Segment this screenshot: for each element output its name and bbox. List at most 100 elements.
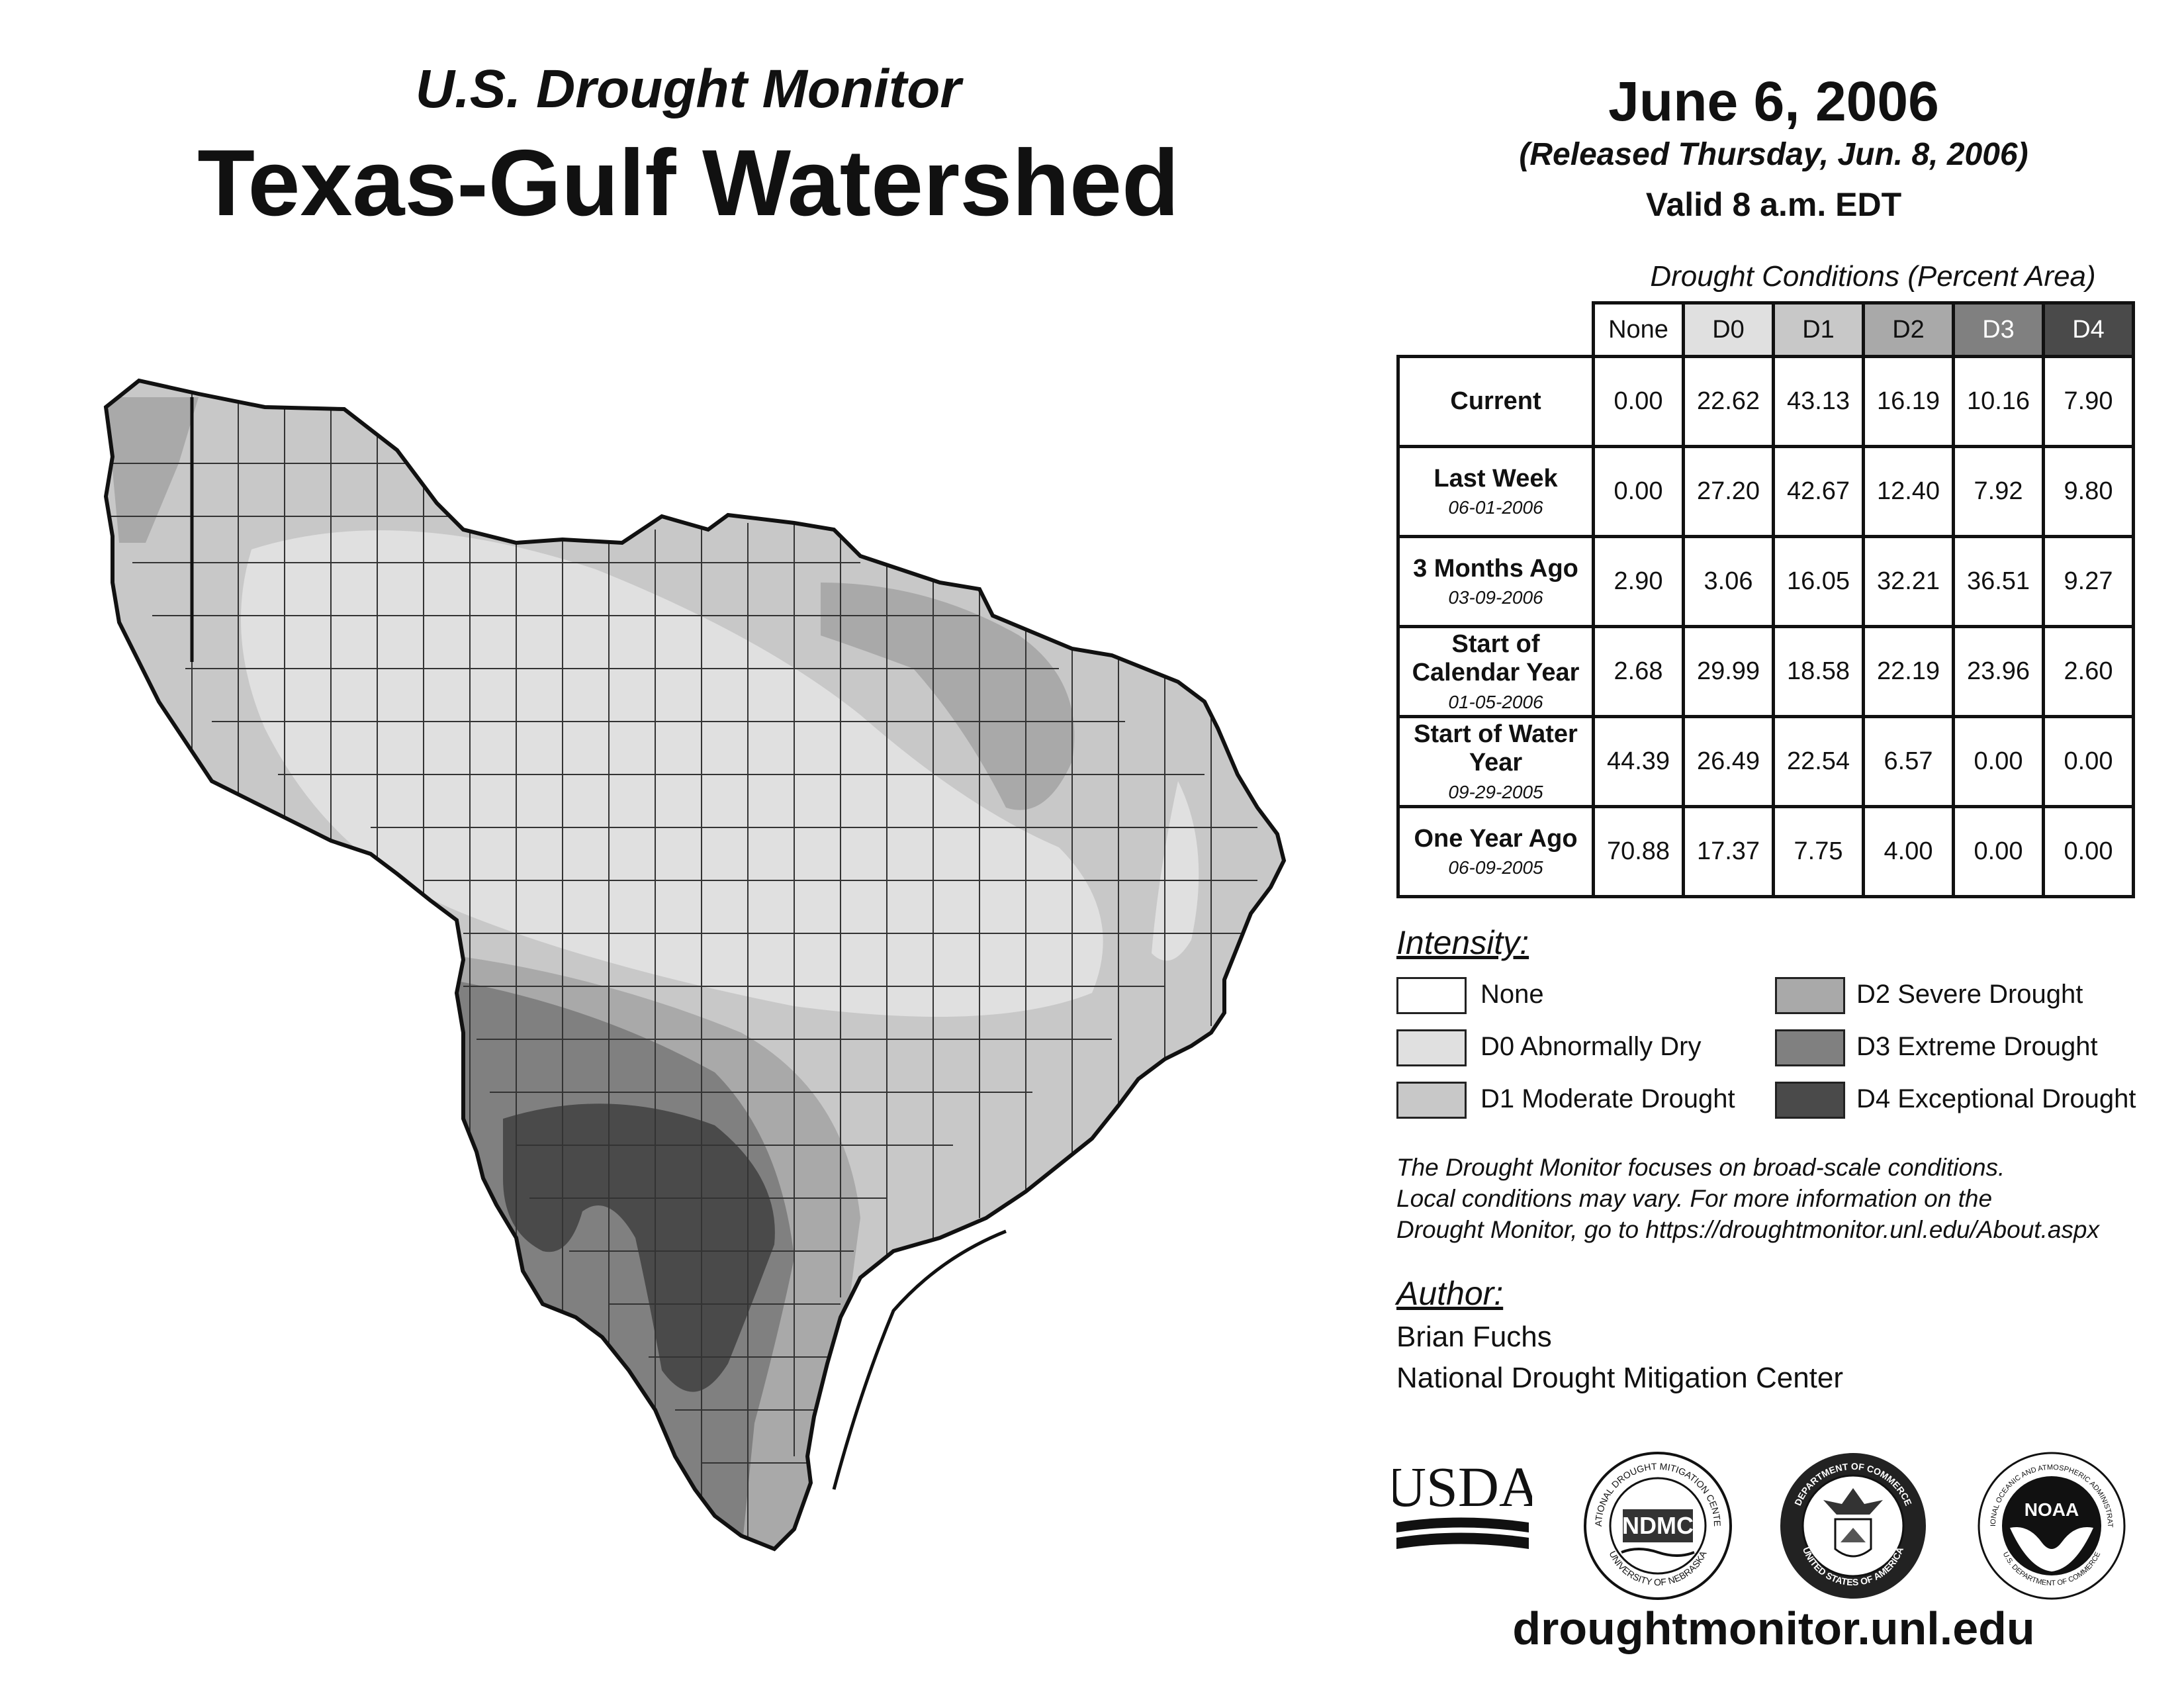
- table-cell: 0.00: [1592, 355, 1685, 448]
- table-title: Drought Conditions (Percent Area): [1650, 260, 2096, 293]
- author-organization: National Drought Mitigation Center: [1396, 1362, 1844, 1394]
- row-label: Current: [1396, 355, 1595, 448]
- eagle-icon: [1823, 1488, 1883, 1515]
- table-cell: 36.51: [1952, 535, 2045, 628]
- usda-stripe: [1396, 1532, 1529, 1549]
- ndmc-badge: [1623, 1509, 1693, 1542]
- usda-stripe: [1396, 1517, 1529, 1532]
- table-cell: 16.05: [1772, 535, 1865, 628]
- table-row: Start of Water Year 09-29-2005 44.39 26.4…: [1396, 715, 2135, 808]
- table-cell: 7.92: [1952, 445, 2045, 538]
- table-cell: 70.88: [1592, 805, 1685, 898]
- table-row: Last Week 06-01-2006 0.00 27.20 42.67 12.…: [1396, 445, 2135, 538]
- table-cell: 2.60: [2042, 625, 2135, 718]
- ndmc-logo-text: NDMC: [1622, 1512, 1694, 1539]
- website-link[interactable]: droughtmonitor.unl.edu: [1512, 1603, 2035, 1654]
- noaa-bird-icon: [2010, 1526, 2093, 1571]
- legend-swatch-none: [1396, 977, 1467, 1014]
- disclaimer-line: The Drought Monitor focuses on broad-sca…: [1396, 1154, 2005, 1181]
- legend-swatch-d0: [1396, 1029, 1467, 1066]
- table-cell: 27.20: [1682, 445, 1775, 538]
- table-cell: 4.00: [1862, 805, 1955, 898]
- column-header-d1: D1: [1772, 301, 1865, 358]
- table-cell: 0.00: [1952, 805, 2045, 898]
- row-label: Start of Calendar Year 01-05-2006: [1396, 625, 1595, 718]
- row-label: Last Week 06-01-2006: [1396, 445, 1595, 538]
- table-cell: 6.57: [1862, 715, 1955, 808]
- column-header-d0: D0: [1682, 301, 1775, 358]
- table-cell: 12.40: [1862, 445, 1955, 538]
- row-label-text: 3 Months Ago: [1413, 554, 1578, 583]
- release-date: (Released Thursday, Jun. 8, 2006): [1519, 137, 2028, 172]
- row-label: 3 Months Ago 03-09-2006: [1396, 535, 1595, 628]
- ndmc-logo: NATIONAL DROUGHT MITIGATION CENTER UNIVE…: [1582, 1450, 1732, 1600]
- row-label-text: Current: [1450, 387, 1541, 415]
- table-cell: 0.00: [2042, 715, 2135, 808]
- table-cell: 16.19: [1862, 355, 1955, 448]
- table-row: Current 0.00 22.62 43.13 16.19 10.16 7.9…: [1396, 355, 2135, 448]
- d2-area-northwest: [106, 397, 199, 543]
- table-cell: 2.68: [1592, 625, 1685, 718]
- table-cell: 22.54: [1772, 715, 1865, 808]
- table-corner: [1398, 303, 1594, 357]
- row-label-text: Last Week: [1433, 464, 1558, 492]
- row-label: Start of Water Year 09-29-2005: [1396, 715, 1595, 808]
- table-cell: 29.99: [1682, 625, 1775, 718]
- disclaimer: The Drought Monitor focuses on broad-sca…: [1396, 1152, 2184, 1245]
- row-date: 06-01-2006: [1448, 497, 1543, 518]
- table-cell: 22.19: [1862, 625, 1955, 718]
- valid-time: Valid 8 a.m. EDT: [1645, 186, 1902, 223]
- table-header-row: None D0 D1 D2 D3 D4: [1398, 301, 2135, 358]
- table-cell: 32.21: [1862, 535, 1955, 628]
- table-cell: 2.90: [1592, 535, 1685, 628]
- table-cell: 17.37: [1682, 805, 1775, 898]
- table-cell: 18.58: [1772, 625, 1865, 718]
- table-cell: 22.62: [1682, 355, 1775, 448]
- column-header-d3: D3: [1952, 301, 2045, 358]
- row-date: 01-05-2006: [1448, 692, 1543, 713]
- row-label-text: Start of Calendar Year: [1412, 630, 1580, 687]
- table-cell: 0.00: [2042, 805, 2135, 898]
- table-row: Start of Calendar Year 01-05-2006 2.68 29…: [1396, 625, 2135, 718]
- table-cell: 10.16: [1952, 355, 2045, 448]
- legend-label-d3: D3 Extreme Drought: [1856, 1032, 2098, 1061]
- row-label-text: Start of Water Year: [1414, 720, 1578, 777]
- row-label: One Year Ago 06-09-2005: [1396, 805, 1595, 898]
- legend-label-d4: D4 Exceptional Drought: [1856, 1084, 2136, 1113]
- legend-swatch-d2: [1775, 977, 1845, 1014]
- drought-map: [103, 378, 1287, 1552]
- row-date: 09-29-2005: [1448, 782, 1543, 803]
- legend-swatch-d3: [1775, 1029, 1845, 1066]
- table-cell: 7.90: [2042, 355, 2135, 448]
- table-row: 3 Months Ago 03-09-2006 2.90 3.06 16.05 3…: [1396, 535, 2135, 628]
- row-date: 03-09-2006: [1448, 587, 1543, 608]
- noaa-logo-text: NOAA: [2025, 1499, 2079, 1520]
- doc-seal: DEPARTMENT OF COMMERCE UNITED STATES OF …: [1780, 1453, 1926, 1599]
- table-cell: 9.27: [2042, 535, 2135, 628]
- table-cell: 44.39: [1592, 715, 1685, 808]
- map-date: June 6, 2006: [1608, 70, 1939, 132]
- author-heading: Author:: [1396, 1275, 1504, 1312]
- disclaimer-line: Local conditions may vary. For more info…: [1396, 1185, 1993, 1212]
- table-cell: 0.00: [1592, 445, 1685, 538]
- table-cell: 43.13: [1772, 355, 1865, 448]
- legend-swatch-d4: [1775, 1082, 1845, 1119]
- d2-area-northeast: [821, 583, 1075, 810]
- usda-logo: USDA: [1393, 1456, 1532, 1549]
- watershed-outline: [103, 378, 1287, 1552]
- legend-label-d0: D0 Abnormally Dry: [1480, 1032, 1702, 1061]
- row-date: 06-09-2005: [1448, 857, 1543, 878]
- d4-area: [503, 1103, 775, 1392]
- noaa-logo: NATIONAL OCEANIC AND ATMOSPHERIC ADMINIS…: [1976, 1450, 2126, 1600]
- legend-label-d1: D1 Moderate Drought: [1480, 1084, 1735, 1113]
- table-cell: 7.75: [1772, 805, 1865, 898]
- table-cell: 42.67: [1772, 445, 1865, 538]
- column-header-d2: D2: [1862, 301, 1955, 358]
- column-header-none: None: [1592, 301, 1685, 358]
- table-cell: 3.06: [1682, 535, 1775, 628]
- legend-swatch-d1: [1396, 1082, 1467, 1119]
- disclaimer-line: Drought Monitor, go to https://droughtmo…: [1396, 1216, 2099, 1243]
- barrier-island: [832, 1229, 1007, 1490]
- legend-label-none: None: [1480, 980, 1544, 1009]
- table-row: One Year Ago 06-09-2005 70.88 17.37 7.75 …: [1396, 805, 2135, 898]
